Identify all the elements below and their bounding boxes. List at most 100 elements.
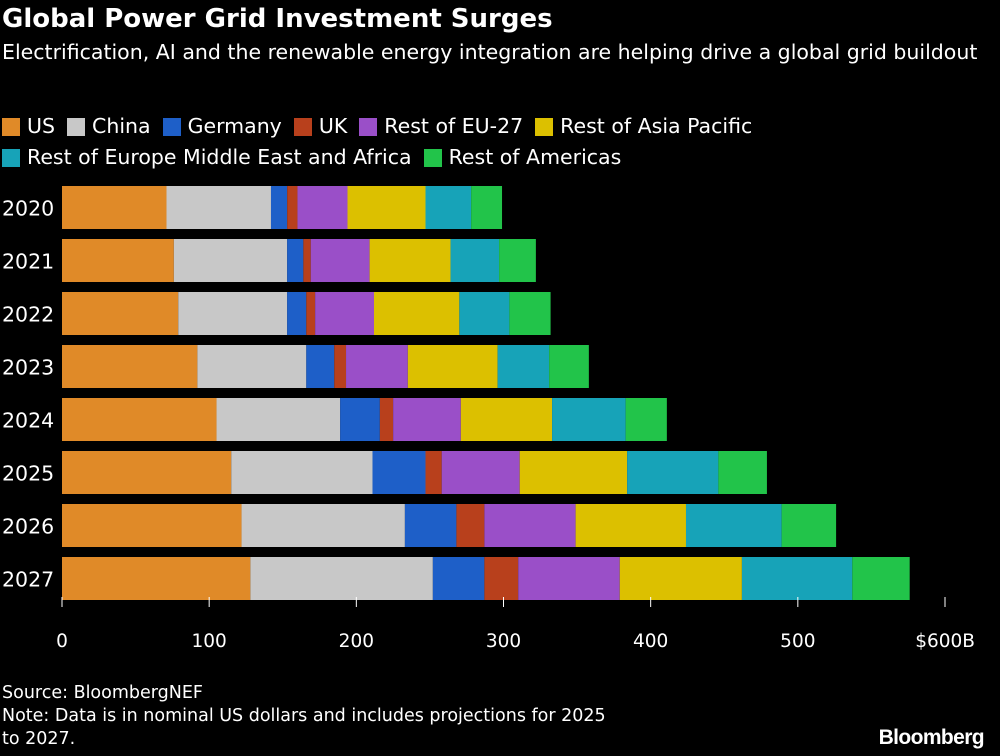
bar-segment [441, 451, 520, 494]
bar-segment [456, 504, 485, 547]
bloomberg-logo: Bloomberg [878, 726, 985, 749]
bar-segment [373, 292, 460, 335]
bar-segment [346, 345, 408, 388]
x-tick-label: 200 [339, 631, 374, 652]
bar-segment [166, 186, 271, 229]
legend-swatch [359, 117, 378, 136]
legend-label: Rest of EU-27 [384, 114, 524, 138]
bar-segment [404, 504, 457, 547]
legend-item: China [67, 113, 151, 140]
bar-segment [62, 451, 232, 494]
legend-swatch [535, 117, 554, 136]
bar-segment [334, 345, 347, 388]
bar-segment [407, 345, 498, 388]
bar-segment [287, 239, 304, 282]
legend-label: UK [318, 114, 348, 138]
legend-swatch [67, 117, 86, 136]
bar-segment [552, 398, 626, 441]
legend-label: Rest of Europe Middle East and Africa [27, 145, 412, 169]
y-tick-label: 2024 [2, 409, 54, 433]
chart-title: Global Power Grid Investment Surges [2, 4, 553, 34]
bar-segment [459, 292, 510, 335]
legend-swatch [2, 117, 20, 136]
bar-segment [425, 451, 442, 494]
bar-segment [178, 292, 288, 335]
bar-segment [450, 239, 500, 282]
bar-segment [62, 239, 174, 282]
bar-segment [173, 239, 288, 282]
bar-segment [287, 292, 307, 335]
chart-footer: Source: BloombergNEF Note: Data is in no… [2, 682, 606, 751]
legend-item: US [2, 113, 55, 140]
stacked-bar-chart: 2020 2021 2022 2023 2024 2025 2026 2027 0 100 200 3… [2, 186, 975, 652]
bar-segment [627, 451, 719, 494]
x-tick-label: 300 [486, 631, 521, 652]
bar-segment [379, 398, 394, 441]
bar-segment [297, 186, 348, 229]
y-tick-label: 2027 [2, 568, 54, 592]
legend-item: Rest of Europe Middle East and Africa [2, 144, 412, 171]
bar-segment [372, 451, 426, 494]
bar-segment [62, 292, 179, 335]
bar-segment [509, 292, 551, 335]
legend-swatch [2, 148, 20, 167]
bar-segment [369, 239, 451, 282]
y-tick-label: 2020 [2, 197, 54, 221]
bar-segment [741, 557, 853, 600]
note-text-continued: to 2027. [2, 729, 76, 749]
bar-segment [852, 557, 910, 600]
bar-segment [497, 345, 550, 388]
bar-segment [250, 557, 433, 600]
bar-segment [499, 239, 536, 282]
legend-item: Rest of Asia Pacific [535, 113, 752, 140]
bar-segment [306, 345, 335, 388]
legend-label: Rest of Asia Pacific [560, 114, 753, 138]
bar-segment [519, 451, 628, 494]
y-tick-label: 2022 [2, 303, 54, 327]
bar-segment [241, 504, 405, 547]
bar-segment [549, 345, 589, 388]
bar-segment [62, 557, 251, 600]
bar-segment [303, 239, 311, 282]
bar-segment [231, 451, 373, 494]
y-tick-label: 2025 [2, 462, 54, 486]
bar-segment [340, 398, 380, 441]
legend-item: Germany [162, 113, 282, 140]
bar-segment [484, 557, 519, 600]
bar-segment [270, 186, 288, 229]
legend-swatch [423, 148, 442, 167]
bar-segment [619, 557, 742, 600]
bar-segment [718, 451, 767, 494]
legend-swatch [293, 117, 312, 136]
bar-segment [518, 557, 620, 600]
chart-subtitle: Electrification, AI and the renewable en… [2, 40, 978, 64]
x-tick-label: 500 [780, 631, 815, 652]
legend-label: Germany [187, 114, 282, 138]
bar-segment [216, 398, 341, 441]
x-tick-label: 0 [56, 631, 68, 652]
legend-swatch [162, 117, 181, 136]
bar-segment [62, 504, 242, 547]
bar-segment [62, 398, 217, 441]
legend-label: China [92, 114, 151, 138]
bar-segment [315, 292, 374, 335]
bar-segment [471, 186, 503, 229]
bar-segment [484, 504, 576, 547]
x-tick-label: 400 [633, 631, 668, 652]
bar-segment [575, 504, 686, 547]
bar-segment [781, 504, 837, 547]
y-tick-label: 2026 [2, 515, 54, 539]
bar-segment [306, 292, 316, 335]
note-text: Note: Data is in nominal US dollars and … [2, 706, 606, 726]
legend-item: Rest of EU-27 [359, 113, 523, 140]
bar-segment [62, 345, 198, 388]
bar-segment [685, 504, 782, 547]
bar-segment [197, 345, 307, 388]
bar-segment [310, 239, 370, 282]
bar-segment [62, 186, 167, 229]
legend-label: Rest of Americas [448, 145, 622, 169]
bar-segment [347, 186, 426, 229]
bar-segment [425, 186, 472, 229]
legend-label: US [27, 114, 56, 138]
legend-item: UK [293, 113, 348, 140]
